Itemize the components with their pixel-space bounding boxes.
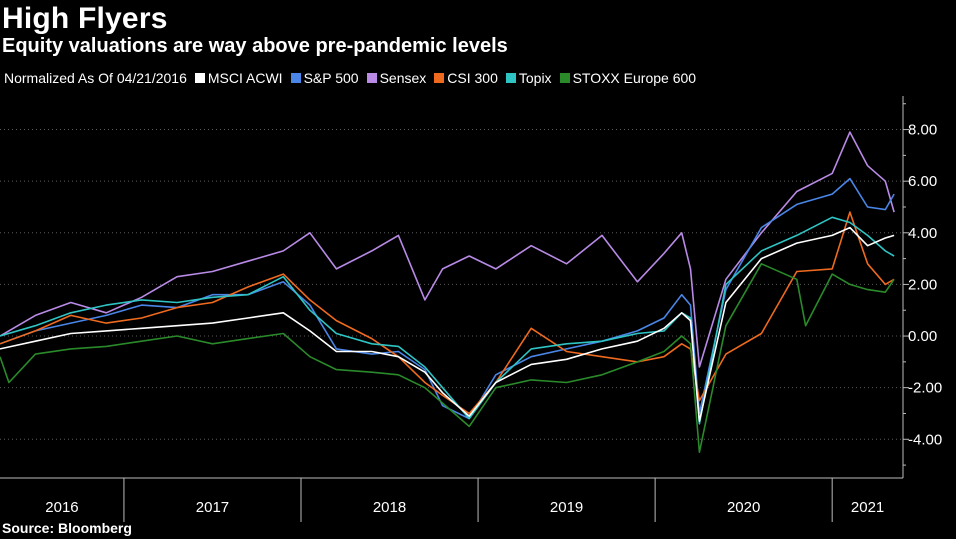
series-layer xyxy=(0,131,895,454)
legend-label-sp500: S&P 500 xyxy=(303,70,359,86)
legend-item-stoxx600: STOXX Europe 600 xyxy=(559,70,697,86)
y-tick-label: 4.00 xyxy=(908,225,937,242)
legend-label-msci-acwi: MSCI ACWI xyxy=(207,70,283,86)
chart-title: High Flyers xyxy=(2,2,168,35)
legend-swatch-sensex xyxy=(366,73,377,83)
y-tick-label: -2.00 xyxy=(908,380,942,397)
x-tick-label: 2019 xyxy=(550,499,583,516)
x-tick-label: 2017 xyxy=(196,499,229,516)
legend: Normalized As Of 04/21/2016 MSCI ACWI S&… xyxy=(4,70,704,86)
legend-swatch-topix xyxy=(505,73,516,83)
axis-layer: -4.00 -2.00 0.00 2.00 4.00 6.00 8.00 2016 2017 20… xyxy=(0,96,942,522)
y-tick-label: 2.00 xyxy=(908,276,937,293)
legend-label-sensex: Sensex xyxy=(379,70,427,86)
x-tick-label: 2020 xyxy=(727,499,760,516)
series-line-msci-acwi xyxy=(0,226,895,423)
series-line-topix xyxy=(0,216,895,425)
legend-item-sp500: S&P 500 xyxy=(290,70,359,86)
legend-item-topix: Topix xyxy=(505,70,552,86)
legend-label-stoxx600: STOXX Europe 600 xyxy=(572,70,697,86)
legend-item-msci-acwi: MSCI ACWI xyxy=(194,70,283,86)
legend-item-sensex: Sensex xyxy=(366,70,427,86)
series-line-csi-300 xyxy=(0,211,895,415)
legend-swatch-msci-acwi xyxy=(194,73,205,83)
y-tick-label: -4.00 xyxy=(908,431,942,448)
y-tick-label: 8.00 xyxy=(908,122,937,139)
series-line-sensex xyxy=(0,131,895,368)
legend-label-csi300: CSI 300 xyxy=(447,70,498,86)
legend-normalization-note: Normalized As Of 04/21/2016 xyxy=(4,70,187,86)
legend-item-csi300: CSI 300 xyxy=(434,70,498,86)
source-note: Source: Bloomberg xyxy=(2,520,132,536)
grid-layer xyxy=(0,129,903,440)
x-tick-label: 2021 xyxy=(851,499,884,516)
x-tick-label: 2016 xyxy=(45,499,78,516)
y-tick-label: 6.00 xyxy=(908,173,937,190)
y-tick-label: 0.00 xyxy=(908,328,937,345)
series-line-sp-500 xyxy=(0,177,895,420)
legend-swatch-csi300 xyxy=(434,73,445,83)
legend-swatch-sp500 xyxy=(290,73,301,83)
x-tick-label: 2018 xyxy=(373,499,406,516)
series-line-stoxx-europe-600 xyxy=(0,262,895,454)
legend-swatch-stoxx600 xyxy=(559,73,570,83)
legend-label-topix: Topix xyxy=(518,70,552,86)
chart-subtitle: Equity valuations are way above pre-pand… xyxy=(2,35,508,57)
